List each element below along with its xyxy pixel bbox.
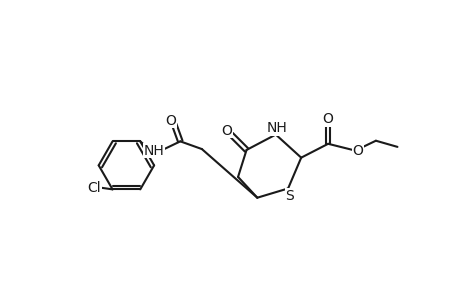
Text: O: O bbox=[322, 112, 333, 126]
Text: O: O bbox=[221, 124, 231, 138]
Text: NH: NH bbox=[266, 122, 286, 135]
Text: O: O bbox=[165, 114, 176, 128]
Text: Cl: Cl bbox=[87, 181, 101, 195]
Text: O: O bbox=[352, 144, 363, 158]
Text: NH: NH bbox=[144, 144, 164, 158]
Text: S: S bbox=[285, 189, 293, 203]
